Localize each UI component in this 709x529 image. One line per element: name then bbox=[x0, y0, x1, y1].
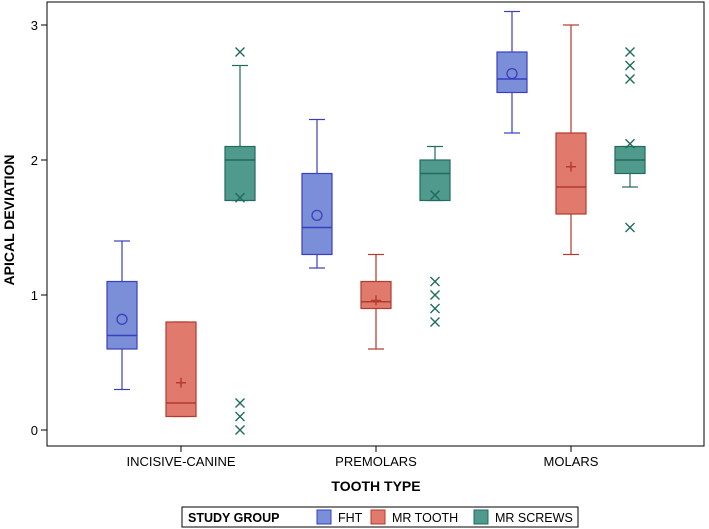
mean-marker bbox=[430, 190, 440, 201]
legend-title: STUDY GROUP bbox=[188, 511, 279, 525]
iqr-box bbox=[555, 132, 587, 215]
outlier-point bbox=[625, 222, 635, 233]
legend-swatch bbox=[473, 509, 489, 525]
y-tick-label: 3 bbox=[31, 18, 38, 33]
box-mr-tooth-1 bbox=[165, 321, 197, 418]
box-series bbox=[106, 10, 646, 435]
iqr-box bbox=[419, 159, 451, 202]
mean-marker bbox=[235, 192, 245, 203]
legend-label: MR TOOTH bbox=[392, 511, 458, 525]
y-tick-label: 0 bbox=[31, 423, 38, 438]
y-tick-label: 2 bbox=[31, 153, 38, 168]
mean-marker bbox=[176, 377, 186, 388]
iqr-box bbox=[301, 172, 333, 256]
box-mr-tooth-2 bbox=[360, 253, 392, 350]
iqr-box bbox=[224, 145, 256, 202]
outlier-point bbox=[430, 276, 440, 287]
box-mr-screws-2 bbox=[419, 145, 451, 327]
iqr-box bbox=[496, 51, 528, 94]
x-axis: INCISIVE-CANINE PREMOLARS MOLARS bbox=[126, 446, 599, 469]
y-tick-label: 1 bbox=[31, 288, 38, 303]
outlier-point bbox=[430, 317, 440, 327]
box-mr-tooth-3 bbox=[555, 24, 587, 256]
box-fht-3 bbox=[496, 10, 528, 134]
outlier-point bbox=[430, 303, 440, 314]
outlier-point bbox=[235, 47, 245, 57]
y-axis: 0 1 2 3 bbox=[31, 18, 47, 438]
outlier-point bbox=[235, 425, 245, 435]
box-mr-screws-1 bbox=[224, 47, 256, 435]
legend: STUDY GROUP FHT MR TOOTH MR SCREWS bbox=[181, 506, 579, 528]
box-mr-screws-3 bbox=[614, 47, 646, 233]
box-fht-1 bbox=[106, 240, 138, 391]
outlier-point bbox=[625, 47, 635, 57]
x-tick-label: MOLARS bbox=[544, 454, 599, 469]
plot-frame bbox=[46, 1, 705, 447]
legend-swatch bbox=[316, 509, 332, 525]
x-tick-label: INCISIVE-CANINE bbox=[126, 454, 235, 469]
outlier-point bbox=[235, 398, 245, 408]
x-axis-label: TOOTH TYPE bbox=[331, 478, 420, 494]
legend-label: FHT bbox=[338, 511, 363, 525]
y-axis-label: APICAL DEVIATION bbox=[1, 155, 17, 286]
box-fht-2 bbox=[301, 118, 333, 269]
mean-marker bbox=[625, 138, 635, 149]
mean-marker bbox=[311, 209, 323, 222]
outlier-point bbox=[235, 411, 245, 422]
x-tick-label: PREMOLARS bbox=[335, 454, 417, 469]
mean-marker bbox=[116, 313, 128, 325]
outlier-point bbox=[625, 60, 635, 71]
mean-marker bbox=[566, 161, 576, 172]
iqr-box bbox=[106, 280, 138, 350]
mean-marker bbox=[371, 295, 381, 306]
outlier-point bbox=[625, 74, 635, 84]
outlier-point bbox=[430, 290, 440, 300]
legend-label: MR SCREWS bbox=[495, 511, 573, 525]
mean-marker bbox=[506, 67, 518, 80]
legend-swatch bbox=[370, 509, 386, 525]
iqr-box bbox=[165, 321, 197, 418]
